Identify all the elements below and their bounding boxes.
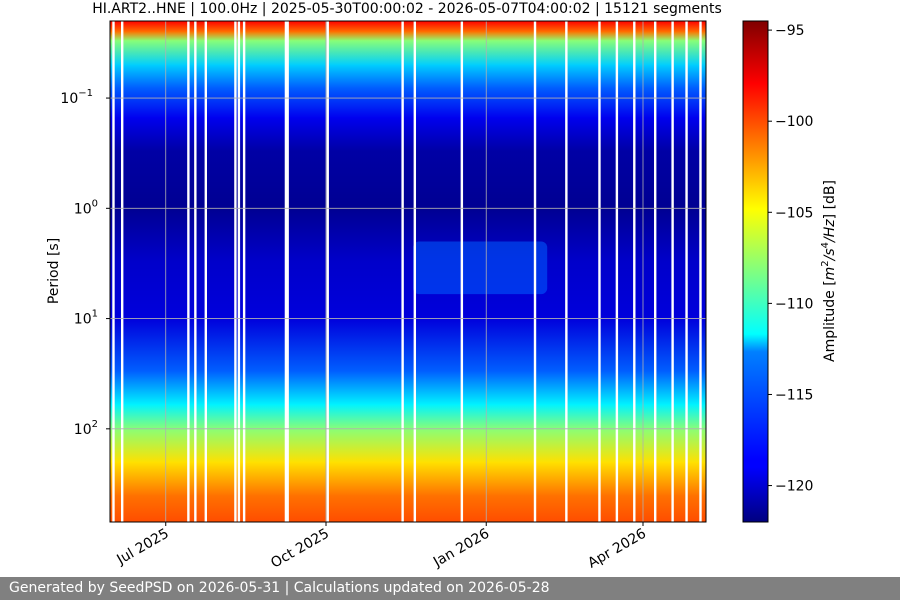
colorbar <box>742 20 769 523</box>
x-axis: Jul 2025 Oct 2025 Jan 2026 Apr 2026 <box>114 522 649 572</box>
data-gap <box>460 21 464 522</box>
y-tick-label: 101 <box>74 309 98 328</box>
data-gap <box>615 21 619 522</box>
data-gap <box>242 21 246 522</box>
x-tick-label: Oct 2025 <box>268 526 332 572</box>
psd-band <box>110 318 706 372</box>
psd-band <box>110 260 706 320</box>
psd-band <box>110 404 706 430</box>
data-gap <box>187 21 190 522</box>
psd-band <box>110 150 706 209</box>
data-gap <box>533 21 537 522</box>
psd-band <box>110 21 706 33</box>
psd-band <box>110 31 706 41</box>
data-gap <box>565 21 568 522</box>
x-tick-label: Jan 2026 <box>430 526 492 571</box>
data-gap <box>234 21 237 522</box>
psd-band <box>110 40 706 66</box>
psd-events <box>413 241 548 295</box>
data-gap <box>598 21 601 522</box>
psd-band <box>110 462 706 496</box>
figure: HI.ART2..HNE | 100.0Hz | 2025-05-30T00:0… <box>46 1 838 572</box>
psd-band <box>110 495 706 522</box>
y-axis-label: Period [s] <box>46 238 62 304</box>
y-tick-label: 10−1 <box>60 88 93 107</box>
footer-text: Generated by SeedPSD on 2026-05-31 | Cal… <box>0 577 900 600</box>
plot-frame <box>109 20 707 523</box>
y-tick-label: 102 <box>74 419 98 438</box>
x-tick-label: Apr 2026 <box>585 526 649 572</box>
colorbar-tick-label: −105 <box>775 205 813 221</box>
colorbar-tick-label: −115 <box>775 387 813 403</box>
data-gap <box>653 21 657 522</box>
data-gap <box>284 21 288 522</box>
colorbar-tick-label: −110 <box>775 296 813 312</box>
psd-bands <box>110 21 706 522</box>
colorbar-label: Amplitude [m2/s4/Hz] [dB] <box>820 180 838 362</box>
data-gap <box>204 21 208 522</box>
psd-band <box>110 117 706 152</box>
psd-band <box>110 64 706 88</box>
data-gap <box>286 21 289 522</box>
data-gap <box>699 21 702 522</box>
data-gap <box>237 21 241 522</box>
y-tick-label: 100 <box>74 198 98 217</box>
psd-band <box>110 87 706 118</box>
data-gap <box>633 21 636 522</box>
data-gap <box>671 21 674 522</box>
chart-title: HI.ART2..HNE | 100.0Hz | 2025-05-30T00:0… <box>92 1 722 17</box>
x-tick-label: Jul 2025 <box>114 526 172 569</box>
colorbar-ticks: −95 −100 −105 −110 −115 −120 <box>768 23 813 495</box>
data-gap <box>120 21 124 522</box>
psd-band <box>110 208 706 262</box>
data-gaps <box>112 21 702 522</box>
spectrogram <box>110 21 706 522</box>
data-gap <box>194 21 197 522</box>
psd-band <box>110 371 706 405</box>
grid-lines <box>110 21 706 522</box>
data-gap <box>401 21 404 522</box>
data-gap <box>326 21 329 522</box>
colorbar-tick-label: −95 <box>775 23 805 39</box>
y-axis: 10−1 100 101 102 <box>60 88 110 438</box>
data-gap <box>413 21 417 522</box>
psd-band <box>110 428 706 463</box>
colorbar-tick-label: −100 <box>775 114 813 130</box>
colorbar-tick-label: −120 <box>775 479 813 495</box>
data-gap <box>685 21 688 522</box>
data-gap <box>112 21 115 522</box>
psd-event <box>413 241 548 295</box>
